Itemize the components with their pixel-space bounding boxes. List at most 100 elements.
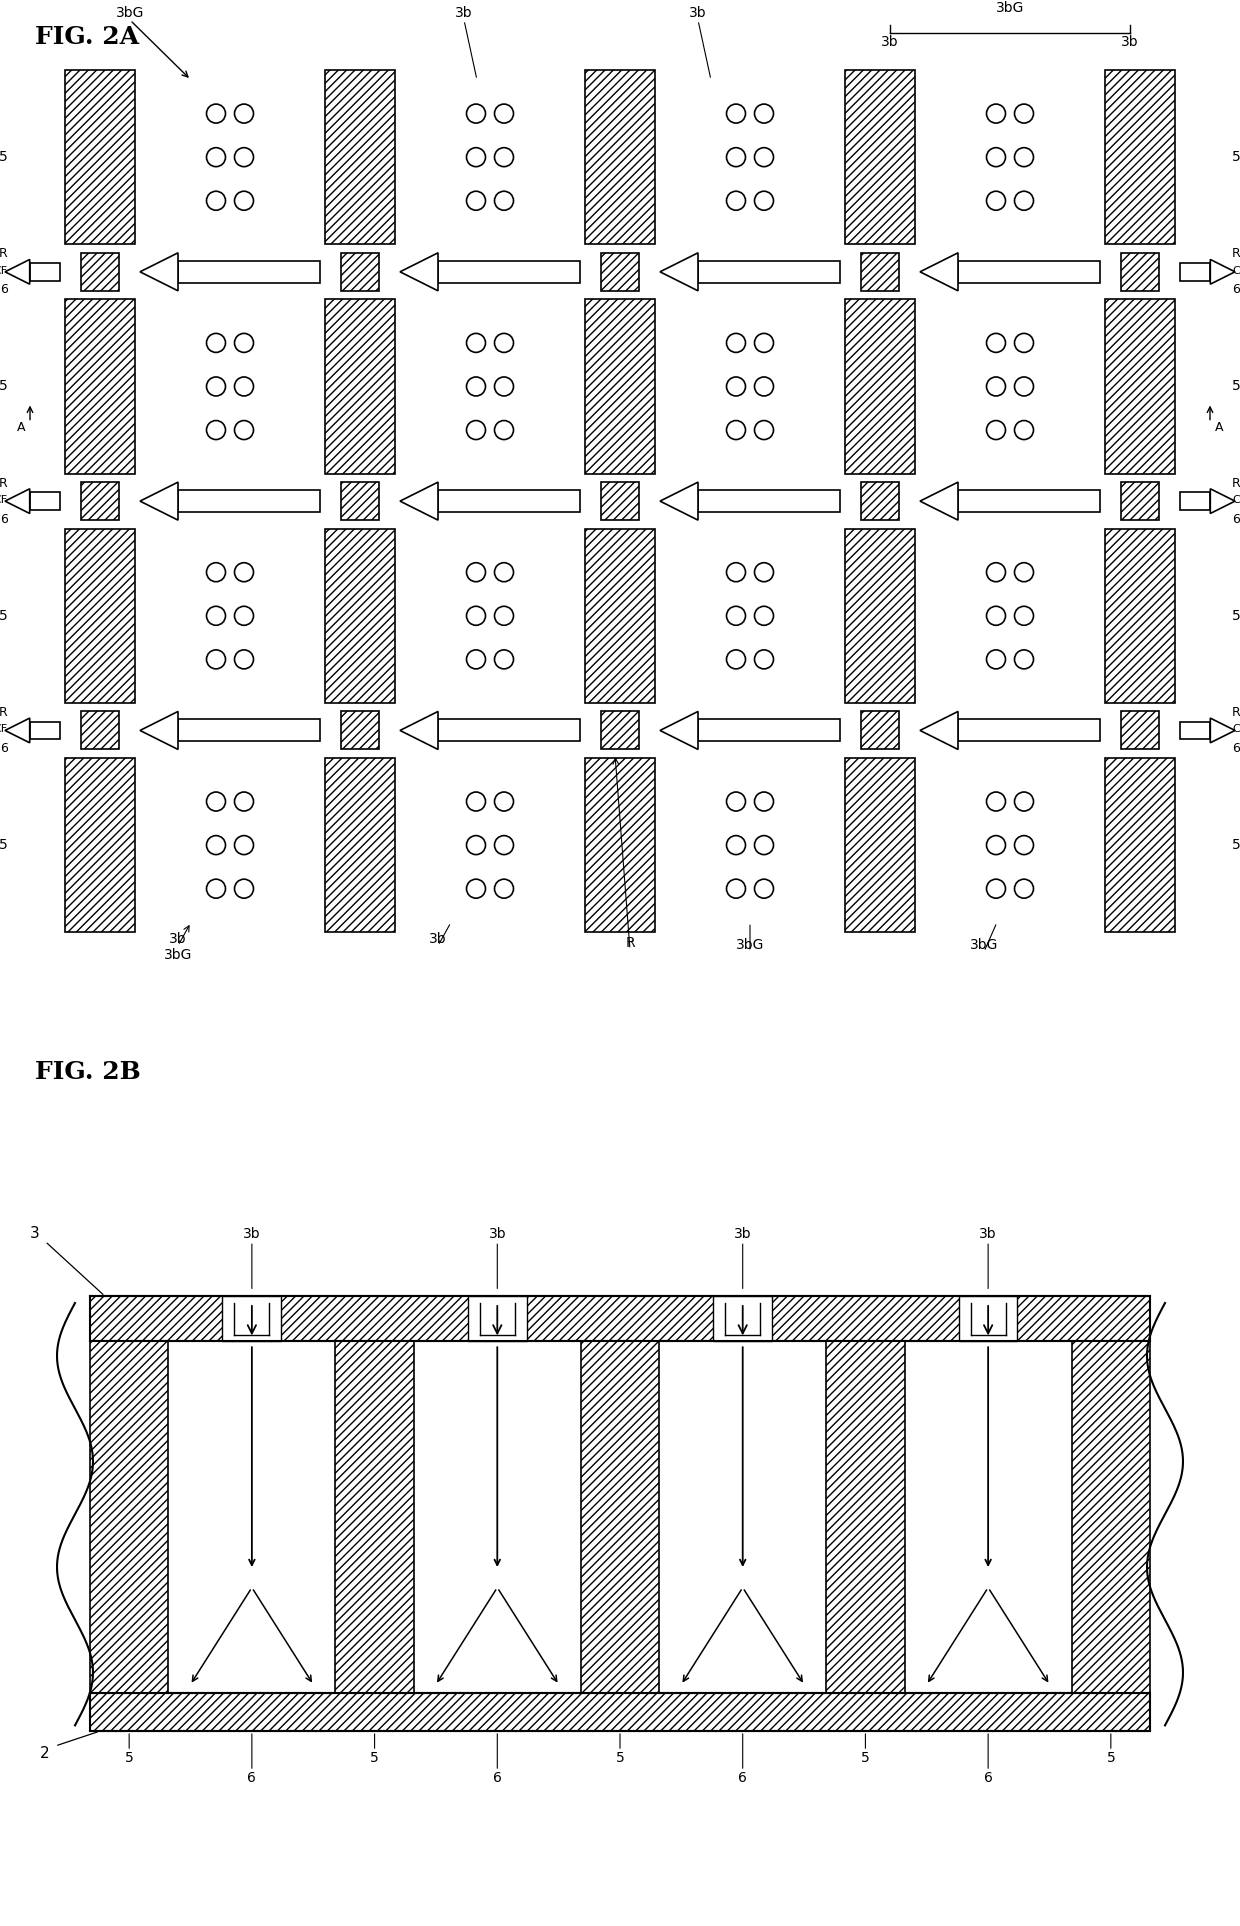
Circle shape	[207, 377, 226, 397]
Text: FIG. 2A: FIG. 2A	[35, 25, 139, 48]
Bar	[1105, 299, 1176, 474]
Bar	[585, 528, 655, 703]
Polygon shape	[920, 482, 959, 520]
Bar	[64, 299, 135, 474]
Circle shape	[466, 333, 486, 352]
Polygon shape	[140, 711, 179, 749]
Bar	[81, 711, 119, 749]
Bar	[698, 489, 839, 512]
Text: A: A	[16, 422, 25, 433]
Text: 6: 6	[1233, 742, 1240, 755]
Circle shape	[1014, 148, 1033, 168]
Circle shape	[754, 836, 774, 855]
Bar	[1180, 264, 1210, 281]
Text: R: R	[0, 707, 7, 718]
Bar	[861, 711, 899, 749]
Circle shape	[234, 191, 253, 210]
Text: R: R	[1233, 476, 1240, 489]
Circle shape	[727, 333, 745, 352]
Bar	[179, 260, 320, 283]
Circle shape	[466, 191, 486, 210]
Text: 6: 6	[0, 283, 7, 297]
Bar	[585, 69, 655, 245]
Circle shape	[727, 377, 745, 397]
Bar	[30, 493, 60, 510]
Text: 3b: 3b	[734, 1227, 751, 1240]
Polygon shape	[1210, 260, 1235, 285]
Circle shape	[1014, 377, 1033, 397]
Bar	[1071, 1340, 1149, 1693]
Text: R: R	[1233, 707, 1240, 718]
Circle shape	[727, 649, 745, 668]
Polygon shape	[140, 482, 179, 520]
Circle shape	[495, 377, 513, 397]
Text: CF: CF	[0, 266, 7, 275]
Bar	[179, 720, 320, 742]
Bar	[959, 489, 1100, 512]
Text: 6: 6	[983, 1772, 992, 1785]
Bar	[335, 1340, 414, 1693]
Circle shape	[1014, 607, 1033, 626]
Text: 5: 5	[1233, 609, 1240, 622]
Circle shape	[495, 836, 513, 855]
Text: 3b: 3b	[980, 1227, 997, 1240]
Circle shape	[1014, 836, 1033, 855]
Bar	[341, 482, 379, 520]
Polygon shape	[5, 260, 30, 285]
Circle shape	[987, 649, 1006, 668]
Circle shape	[234, 104, 253, 123]
Polygon shape	[5, 718, 30, 743]
Circle shape	[234, 836, 253, 855]
Circle shape	[466, 562, 486, 582]
Text: 3: 3	[30, 1227, 40, 1240]
Bar	[438, 489, 580, 512]
Circle shape	[754, 649, 774, 668]
Text: 5: 5	[1233, 379, 1240, 393]
Text: R: R	[0, 247, 7, 260]
Circle shape	[234, 333, 253, 352]
Text: 6: 6	[0, 742, 7, 755]
Circle shape	[727, 836, 745, 855]
Circle shape	[495, 148, 513, 168]
Text: 5: 5	[1106, 1751, 1115, 1764]
Circle shape	[754, 104, 774, 123]
Circle shape	[727, 104, 745, 123]
Polygon shape	[920, 711, 959, 749]
Polygon shape	[920, 252, 959, 291]
Text: 5: 5	[1233, 838, 1240, 851]
Text: 3b: 3b	[489, 1227, 506, 1240]
Text: A: A	[1215, 422, 1224, 433]
Circle shape	[495, 607, 513, 626]
Bar	[341, 711, 379, 749]
Bar	[91, 1693, 1149, 1731]
Polygon shape	[1210, 718, 1235, 743]
Circle shape	[754, 792, 774, 811]
Bar	[844, 759, 915, 932]
Circle shape	[1014, 191, 1033, 210]
Text: 5: 5	[371, 1751, 379, 1764]
Circle shape	[207, 836, 226, 855]
Circle shape	[466, 104, 486, 123]
Circle shape	[987, 191, 1006, 210]
Bar	[959, 1296, 1018, 1340]
Circle shape	[987, 607, 1006, 626]
Text: CF: CF	[0, 495, 7, 505]
Polygon shape	[660, 711, 698, 749]
Bar	[222, 1296, 281, 1340]
Text: 3bG: 3bG	[115, 6, 144, 19]
Text: 6: 6	[1233, 283, 1240, 297]
Bar	[179, 489, 320, 512]
Bar	[601, 252, 639, 291]
Circle shape	[207, 878, 226, 898]
Bar	[1105, 759, 1176, 932]
Bar	[713, 1296, 773, 1340]
Bar	[585, 299, 655, 474]
Bar	[467, 1296, 527, 1340]
Text: 2: 2	[40, 1747, 50, 1760]
Bar	[580, 1340, 660, 1693]
Text: 6: 6	[492, 1772, 502, 1785]
Text: 5: 5	[615, 1751, 625, 1764]
Text: 5: 5	[0, 379, 7, 393]
Polygon shape	[5, 489, 30, 514]
Circle shape	[1014, 878, 1033, 898]
